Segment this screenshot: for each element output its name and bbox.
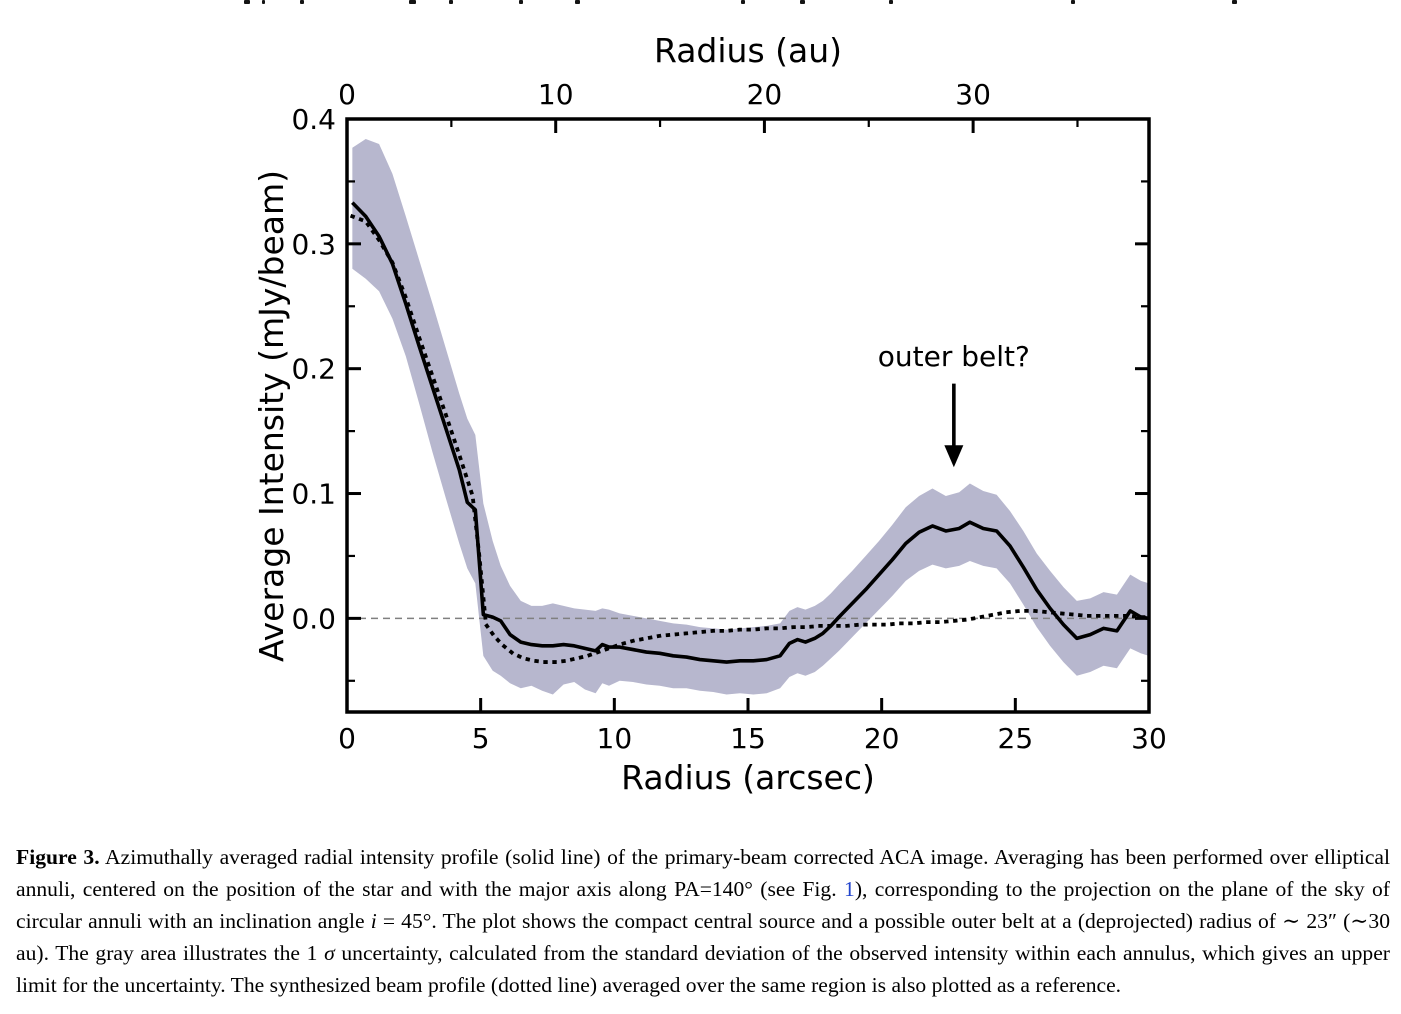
x-tick-label: 30 [1131,722,1167,755]
caption-text: = 45°. The plot shows the compact centra… [16,909,1390,966]
figure-1-reference-link[interactable]: 1 [844,876,855,901]
cropped-text-fragment [1071,0,1075,4]
top-x-tick-label: 10 [538,78,574,111]
cropped-text-fragment [741,0,745,4]
cropped-text-fragment [575,0,580,4]
x-tick-label: 0 [338,722,356,755]
caption-figure-label: Figure 3. [16,844,100,869]
cropped-text-fragment [449,0,453,4]
cropped-text-fragment [519,0,523,4]
top-x-tick-label: 30 [955,78,991,111]
bottom-axis-title: Radius (arcsec) [621,758,875,797]
y-tick-label: 0.3 [291,228,336,261]
y-tick-label: 0.1 [291,478,336,511]
outer-belt-annotation: outer belt? [878,340,1030,373]
cropped-text-fragment [800,0,805,4]
tick-labels: 0 5 10 15 20 25 30 0 10 20 30 0.0 0.1 0.2 0.3 0.4 [291,78,1166,755]
top-x-tick-label: 0 [338,78,356,111]
caption-text: uncertainty, calculated from the standar… [16,941,1390,998]
figure-caption: Figure 3. Azimuthally averaged radial in… [16,841,1390,1002]
x-tick-label: 5 [472,722,490,755]
caption-text: i [370,909,377,933]
caption-text: σ [324,941,335,966]
cropped-text-fragment [300,0,304,4]
cropped-text-fragments [0,0,1401,8]
top-axis-title: Radius (au) [654,31,842,70]
x-tick-label: 15 [730,722,766,755]
cropped-text-fragment [244,0,250,4]
caption-text: Azimuthally averaged radial intensity pr… [16,844,1390,901]
plot-frame [345,117,1151,714]
x-tick-label: 20 [864,722,900,755]
x-tick-label: 25 [998,722,1034,755]
y-tick-label: 0.2 [291,353,336,386]
y-tick-label: 0.0 [291,602,336,635]
y-axis-title: Average Intensity (mJy/beam) [252,170,291,662]
axis-ticks [345,117,1151,712]
cropped-text-fragment [889,0,893,4]
cropped-text-fragment [1232,0,1237,4]
cropped-text-fragment [409,0,416,4]
annotation-arrow-head [944,445,964,468]
caption-text: ), corresponding to the projection on th… [16,876,1390,933]
uncertainty-band [352,138,1149,695]
x-tick-label: 10 [597,722,633,755]
top-x-tick-label: 20 [747,78,783,111]
radial-profile-chart: Radius (au) Radius (arcsec) Average Inte… [252,31,1167,797]
y-tick-label: 0.4 [291,103,336,136]
cropped-text-fragment [262,0,265,4]
